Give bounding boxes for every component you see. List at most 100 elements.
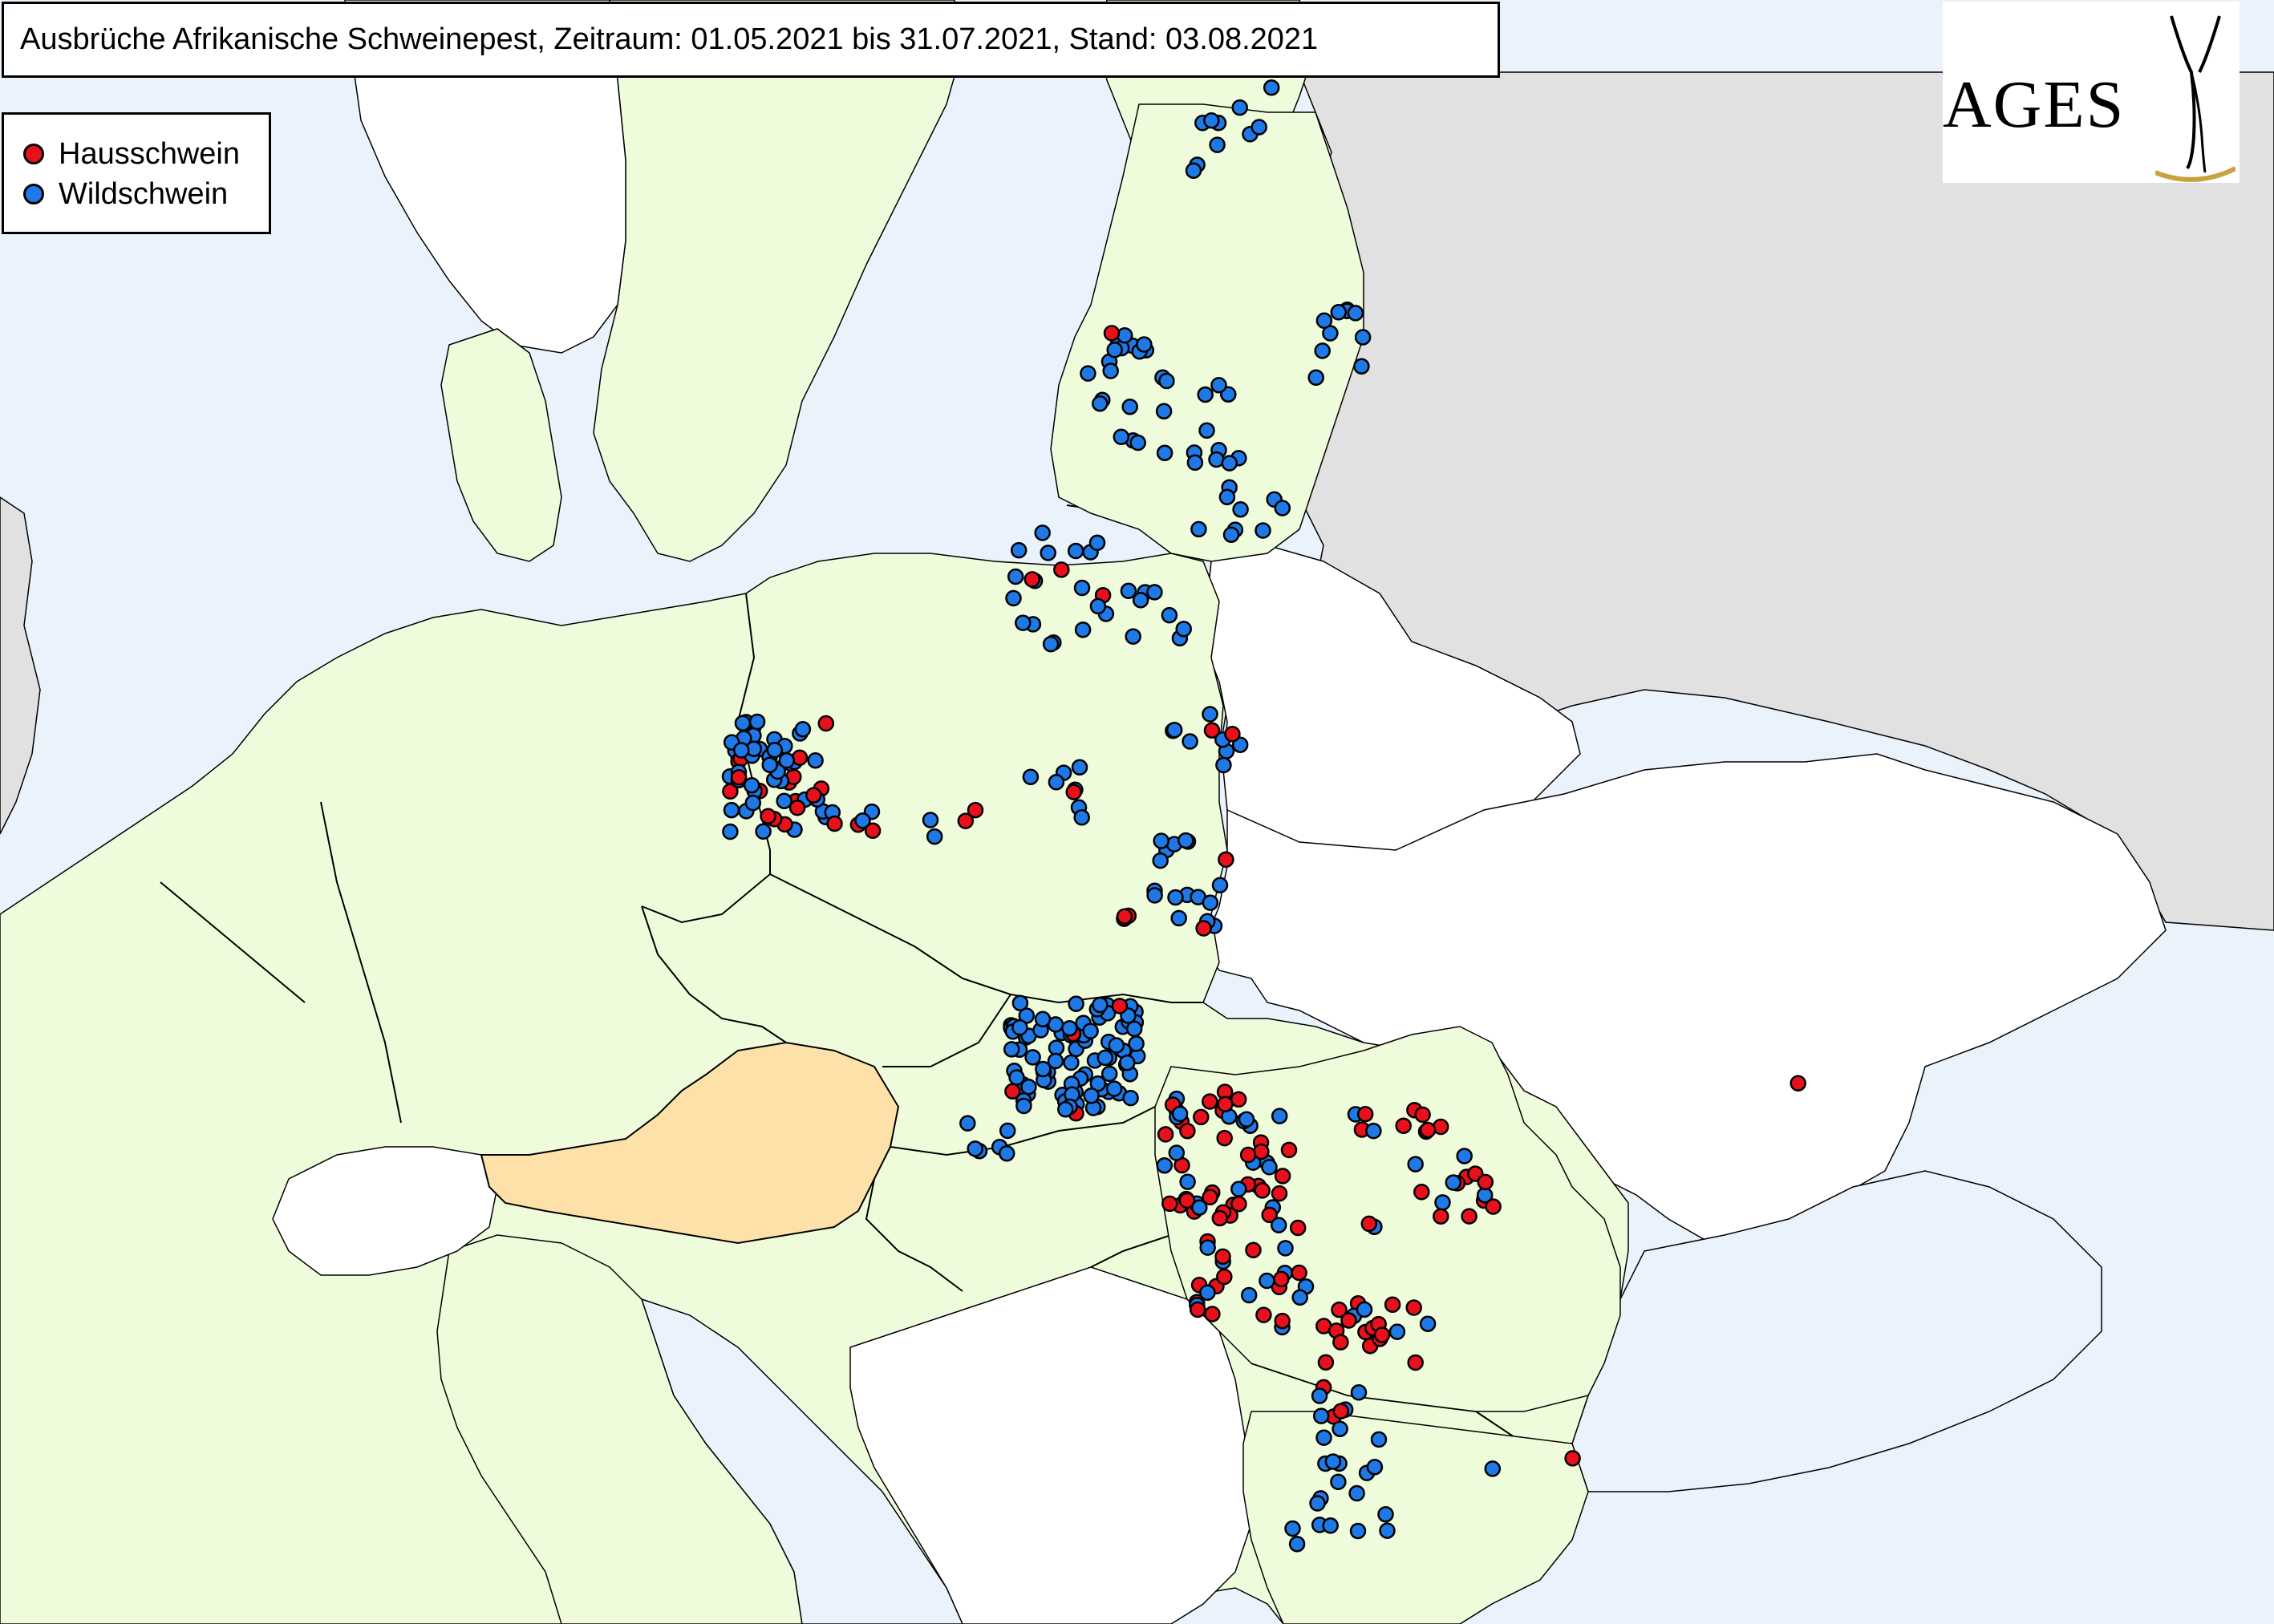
outbreak-marker-wildschwein	[1015, 614, 1032, 631]
outbreak-marker-hausschwein	[1332, 1334, 1349, 1351]
outbreak-marker-wildschwein	[1238, 1111, 1255, 1128]
outbreak-marker-hausschwein	[1274, 1168, 1291, 1185]
outbreak-marker-wildschwein	[1330, 1473, 1347, 1491]
outbreak-marker-wildschwein	[1125, 1020, 1143, 1038]
outbreak-marker-wildschwein	[1061, 1019, 1078, 1037]
outbreak-marker-hausschwein	[1202, 1189, 1218, 1206]
outbreak-marker-hausschwein	[1230, 1195, 1247, 1213]
outbreak-marker-hausschwein	[1103, 325, 1121, 342]
outbreak-marker-wildschwein	[1347, 305, 1364, 322]
outbreak-marker-hausschwein	[1274, 1312, 1291, 1330]
outbreak-markers	[721, 79, 1806, 1553]
outbreak-marker-wildschwein	[1379, 1522, 1396, 1539]
outbreak-marker-hausschwein	[1280, 1141, 1298, 1159]
outbreak-marker-wildschwein	[1171, 1105, 1189, 1123]
outbreak-marker-hausschwein	[1413, 1184, 1430, 1201]
outbreak-marker-wildschwein	[1311, 1387, 1328, 1404]
outbreak-marker-wildschwein	[1210, 376, 1227, 394]
outbreak-marker-wildschwein	[1182, 733, 1198, 750]
outbreak-marker-hausschwein	[1253, 1143, 1270, 1160]
outbreak-marker-hausschwein	[864, 822, 882, 839]
outbreak-marker-hausschwein	[1395, 1117, 1412, 1134]
outbreak-marker-wildschwein	[959, 1115, 976, 1132]
outbreak-marker-wildschwein	[1161, 606, 1178, 624]
outbreak-marker-wildschwein	[1073, 579, 1091, 597]
outbreak-marker-wildschwein	[1125, 628, 1141, 645]
outbreak-marker-wildschwein	[1010, 541, 1028, 559]
outbreak-marker-wildschwein	[1250, 119, 1267, 136]
outbreak-marker-wildschwein	[1101, 1065, 1118, 1083]
outbreak-marker-wildschwein	[1270, 1217, 1287, 1233]
outbreak-marker-wildschwein	[1068, 995, 1084, 1012]
outbreak-marker-wildschwein	[1007, 568, 1024, 585]
outbreak-marker-wildschwein	[766, 741, 784, 759]
outbreak-marker-wildschwein	[1222, 526, 1240, 543]
outbreak-marker-wildschwein	[1047, 1052, 1064, 1070]
outbreak-marker-wildschwein	[1005, 589, 1022, 607]
legend-dot-blue-icon	[23, 184, 44, 205]
outbreak-marker-wildschwein	[1221, 455, 1238, 472]
outbreak-marker-wildschwein	[1199, 1284, 1216, 1301]
outbreak-marker-wildschwein	[1312, 1407, 1330, 1424]
outbreak-marker-hausschwein	[1356, 1105, 1374, 1123]
outbreak-marker-hausschwein	[1245, 1241, 1262, 1258]
outbreak-marker-wildschwein	[1120, 582, 1137, 600]
outbreak-marker-wildschwein	[1291, 1289, 1308, 1306]
outbreak-marker-hausschwein	[1179, 1122, 1196, 1140]
outbreak-marker-hausschwein	[1254, 1182, 1271, 1199]
outbreak-marker-wildschwein	[1040, 545, 1056, 561]
outbreak-marker-hausschwein	[722, 783, 739, 800]
outbreak-marker-hausschwein	[1405, 1299, 1422, 1316]
outbreak-marker-wildschwein	[722, 823, 739, 840]
outbreak-marker-wildschwein	[1377, 1505, 1394, 1523]
outbreak-marker-wildschwein	[1089, 1075, 1107, 1092]
outbreak-marker-hausschwein	[1204, 1306, 1221, 1322]
outbreak-marker-hausschwein	[1111, 998, 1129, 1014]
outbreak-marker-wildschwein	[1073, 809, 1090, 826]
outbreak-marker-wildschwein	[1348, 1484, 1365, 1502]
outbreak-marker-wildschwein	[1356, 1301, 1373, 1318]
outbreak-marker-hausschwein	[1230, 1091, 1247, 1108]
outbreak-marker-hausschwein	[1161, 1195, 1178, 1213]
outbreak-marker-wildschwein	[1232, 500, 1249, 518]
outbreak-marker-hausschwein	[1261, 1206, 1278, 1224]
outbreak-marker-wildschwein	[1082, 1023, 1099, 1039]
ages-logo-text: AGES	[1943, 67, 2126, 142]
outbreak-marker-wildschwein	[1057, 1101, 1074, 1118]
outbreak-marker-hausschwein	[826, 815, 843, 832]
outbreak-marker-wildschwein	[1199, 1239, 1216, 1256]
outbreak-marker-hausschwein	[1331, 1301, 1348, 1318]
outbreak-marker-wildschwein	[1209, 136, 1226, 153]
outbreak-marker-wildschwein	[1330, 304, 1348, 321]
outbreak-marker-hausschwein	[1317, 1354, 1335, 1371]
outbreak-marker-wildschwein	[1365, 1122, 1382, 1140]
outbreak-marker-wildschwein	[1035, 1060, 1052, 1078]
outbreak-marker-hausschwein	[1384, 1296, 1401, 1314]
legend-dot-red-icon	[23, 144, 44, 164]
outbreak-marker-wildschwein	[1008, 1069, 1025, 1086]
outbreak-marker-wildschwein	[1354, 329, 1372, 346]
outbreak-marker-hausschwein	[791, 749, 809, 767]
outbreak-marker-wildschwein	[723, 801, 740, 819]
outbreak-marker-wildschwein	[1190, 520, 1207, 538]
outbreak-marker-wildschwein	[1202, 894, 1219, 911]
legend: Hausschwein Wildschwein	[2, 112, 271, 234]
outbreak-marker-wildschwein	[1484, 1460, 1502, 1477]
outbreak-marker-wildschwein	[1121, 398, 1138, 415]
outbreak-marker-hausschwein	[1216, 1268, 1233, 1286]
outbreak-marker-wildschwein	[1113, 428, 1130, 446]
outbreak-marker-wildschwein	[1071, 759, 1088, 776]
outbreak-marker-wildschwein	[1284, 1520, 1301, 1537]
outbreak-marker-wildschwein	[1067, 542, 1084, 560]
outbreak-marker-wildschwein	[1322, 1517, 1339, 1534]
map-title: Ausbrüche Afrikanische Schweinepest, Zei…	[2, 2, 1500, 78]
outbreak-marker-wildschwein	[854, 812, 871, 829]
outbreak-marker-wildschwein	[1024, 1049, 1041, 1066]
outbreak-marker-wildschwein	[733, 742, 750, 759]
outbreak-marker-wildschwein	[1211, 877, 1229, 893]
outbreak-marker-wildschwein	[1102, 362, 1119, 379]
outbreak-marker-wildschwein	[1240, 1286, 1258, 1304]
outbreak-marker-wildschwein	[1191, 1199, 1208, 1216]
outbreak-marker-hausschwein	[1790, 1075, 1806, 1091]
